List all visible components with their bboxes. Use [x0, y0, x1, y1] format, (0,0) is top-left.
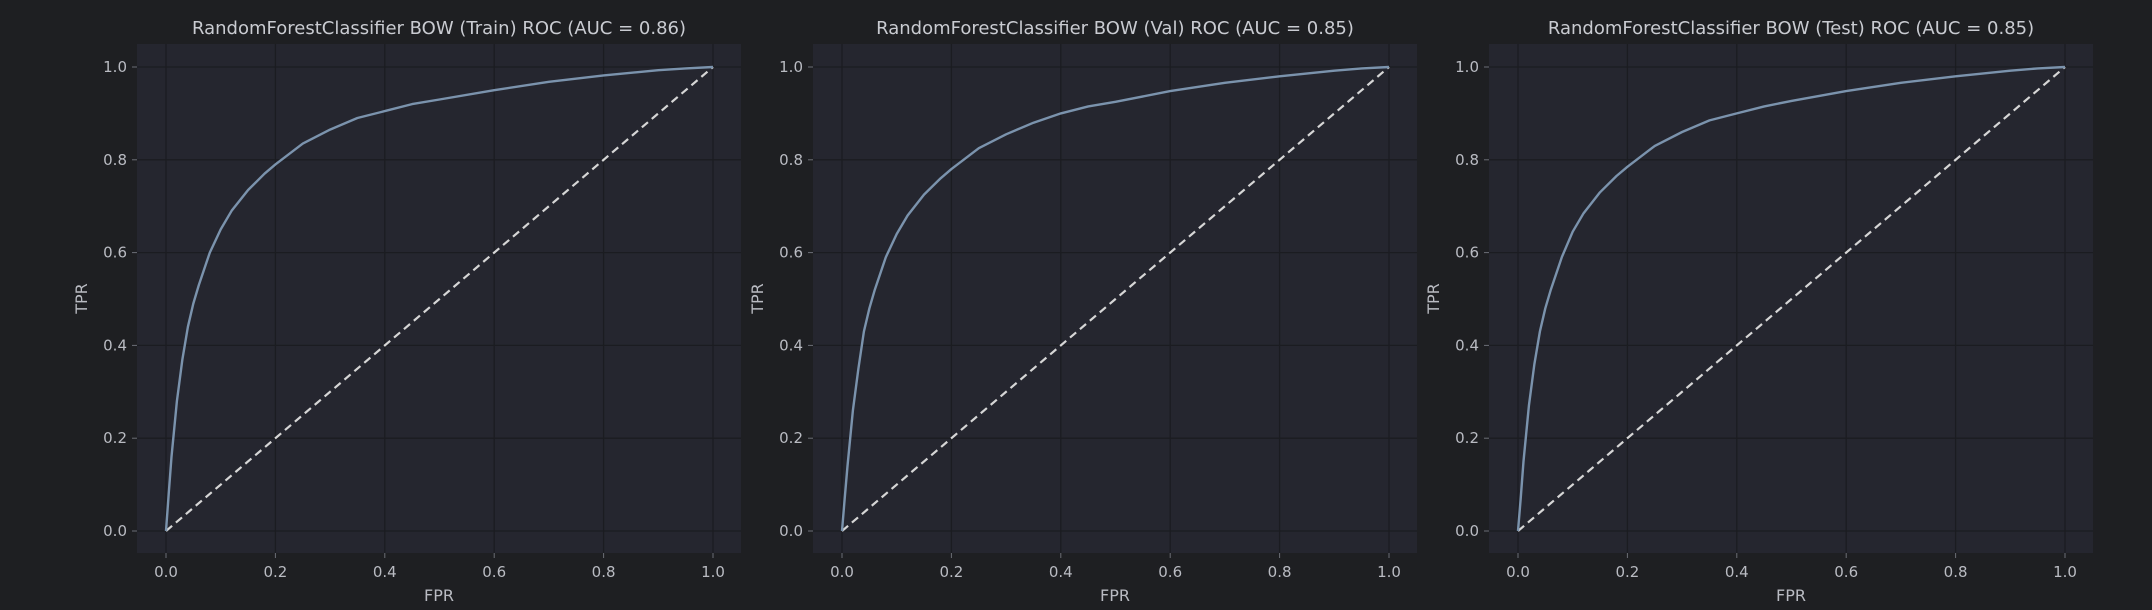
x-tick-label: 0.8 — [592, 563, 616, 581]
roc-panel-train: 0.0 0.2 0.4 0.6 0.8 1.0 0.0 0.2 0.4 0.6 0.8 1.0 Ran… — [72, 18, 741, 605]
y-axis-label: TPR — [72, 283, 91, 315]
tick-labels: 0.0 0.2 0.4 0.6 0.8 1.0 0.0 0.2 0.4 0.6 0.8 1.0 — [103, 58, 725, 581]
tick-labels: 0.0 0.2 0.4 0.6 0.8 1.0 0.0 0.2 0.4 0.6 0.8 1.0 — [779, 58, 1401, 581]
y-tick-label: 0.0 — [1455, 522, 1479, 540]
x-tick-label: 0.6 — [1158, 563, 1182, 581]
chart-title: RandomForestClassifier BOW (Train) ROC (… — [192, 18, 686, 39]
x-tick-label: 0.2 — [263, 563, 287, 581]
chart-title: RandomForestClassifier BOW (Test) ROC (A… — [1548, 18, 2034, 39]
x-tick-label: 0.8 — [1944, 563, 1968, 581]
y-tick-label: 0.4 — [779, 336, 803, 354]
y-axis-label: TPR — [1424, 283, 1443, 315]
y-tick-label: 0.2 — [1455, 429, 1479, 447]
x-tick-label: 0.4 — [1725, 563, 1749, 581]
y-tick-label: 0.6 — [103, 244, 127, 262]
y-tick-label: 0.0 — [103, 522, 127, 540]
y-tick-label: 0.6 — [779, 244, 803, 262]
x-tick-label: 1.0 — [701, 563, 725, 581]
x-tick-label: 0.6 — [1834, 563, 1858, 581]
roc-panel-val: 0.0 0.2 0.4 0.6 0.8 1.0 0.0 0.2 0.4 0.6 0.8 1.0 Ran… — [748, 18, 1417, 605]
grid-lines — [137, 44, 741, 553]
x-tick-label: 0.8 — [1268, 563, 1292, 581]
y-tick-label: 0.4 — [1455, 336, 1479, 354]
grid-lines — [1489, 44, 2093, 553]
x-tick-label: 0.0 — [830, 563, 854, 581]
x-tick-label: 0.2 — [1615, 563, 1639, 581]
chance-diagonal — [165, 66, 714, 532]
chance-diagonal — [1517, 66, 2066, 532]
roc-curve — [1516, 65, 2066, 532]
x-tick-label: 0.6 — [482, 563, 506, 581]
y-tick-label: 0.2 — [779, 429, 803, 447]
y-tick-label: 0.4 — [103, 336, 127, 354]
y-tick-label: 0.0 — [779, 522, 803, 540]
x-tick-label: 1.0 — [2053, 563, 2077, 581]
y-tick-label: 0.8 — [779, 151, 803, 169]
chart-title: RandomForestClassifier BOW (Val) ROC (AU… — [876, 18, 1354, 39]
chance-diagonal — [841, 66, 1390, 532]
x-axis-label: FPR — [1776, 586, 1806, 605]
y-tick-label: 0.8 — [1455, 151, 1479, 169]
x-tick-label: 0.0 — [1506, 563, 1530, 581]
x-tick-label: 0.0 — [154, 563, 178, 581]
grid-lines — [813, 44, 1417, 553]
roc-panel-test: 0.0 0.2 0.4 0.6 0.8 1.0 0.0 0.2 0.4 0.6 0.8 1.0 Ran… — [1424, 18, 2093, 605]
x-tick-label: 1.0 — [1377, 563, 1401, 581]
x-axis-label: FPR — [424, 586, 454, 605]
y-tick-label: 0.6 — [1455, 244, 1479, 262]
x-axis-label: FPR — [1100, 586, 1130, 605]
y-axis-label: TPR — [748, 283, 767, 315]
x-tick-label: 0.2 — [939, 563, 963, 581]
x-tick-label: 0.4 — [1049, 563, 1073, 581]
y-tick-label: 1.0 — [103, 58, 127, 76]
y-tick-label: 1.0 — [1455, 58, 1479, 76]
tick-labels: 0.0 0.2 0.4 0.6 0.8 1.0 0.0 0.2 0.4 0.6 0.8 1.0 — [1455, 58, 2077, 581]
roc-curve — [164, 65, 714, 532]
roc-curve — [840, 65, 1390, 532]
x-tick-label: 0.4 — [373, 563, 397, 581]
y-tick-label: 0.2 — [103, 429, 127, 447]
y-tick-label: 0.8 — [103, 151, 127, 169]
y-tick-label: 1.0 — [779, 58, 803, 76]
